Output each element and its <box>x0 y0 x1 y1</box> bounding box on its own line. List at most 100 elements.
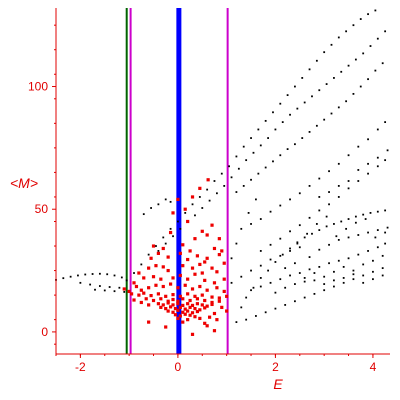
data-point <box>162 236 165 239</box>
data-point <box>347 64 350 67</box>
data-point <box>303 101 306 104</box>
data-point <box>318 248 321 251</box>
data-point <box>166 268 170 273</box>
data-point <box>259 277 262 279</box>
data-point <box>186 302 190 306</box>
data-point <box>186 257 190 262</box>
data-point <box>367 231 369 234</box>
data-point <box>337 185 340 187</box>
data-point <box>323 118 326 121</box>
data-point <box>347 180 350 182</box>
data-point <box>240 306 243 309</box>
data-point <box>259 264 262 267</box>
data-point <box>186 309 190 313</box>
data-point <box>294 283 296 285</box>
data-point <box>205 324 209 328</box>
data-point <box>333 77 335 79</box>
data-point <box>318 196 321 198</box>
data-point <box>362 274 365 277</box>
data-point <box>183 207 187 211</box>
data-point <box>191 203 194 206</box>
data-point <box>188 249 192 253</box>
data-point <box>195 302 200 306</box>
data-point <box>286 94 289 97</box>
data-point <box>264 166 267 169</box>
y-ticks: 0 50 100 <box>28 24 56 345</box>
data-point <box>188 298 192 303</box>
data-point <box>210 302 214 307</box>
data-point <box>215 270 219 274</box>
data-point <box>284 267 287 270</box>
data-point <box>359 85 362 88</box>
data-point <box>384 30 387 33</box>
data-point <box>195 254 200 258</box>
data-point <box>210 300 214 305</box>
data-point <box>367 78 369 81</box>
data-point <box>207 315 212 319</box>
data-point <box>183 283 187 287</box>
data-point <box>357 145 360 148</box>
data-point <box>183 307 187 311</box>
data-point <box>376 37 379 40</box>
data-point <box>252 286 255 289</box>
data-point <box>188 313 192 317</box>
data-point <box>216 192 218 195</box>
data-point <box>200 229 204 233</box>
data-point <box>139 300 143 305</box>
data-point <box>284 286 287 289</box>
data-point <box>161 284 165 289</box>
data-point <box>384 231 387 234</box>
data-point <box>374 69 377 72</box>
data-point <box>203 260 207 264</box>
data-point <box>376 128 379 131</box>
data-point <box>181 320 185 324</box>
data-point <box>156 302 160 306</box>
data-point <box>315 124 318 127</box>
data-point <box>303 277 306 279</box>
data-point <box>200 293 204 297</box>
data-point <box>212 329 217 333</box>
data-point <box>203 321 207 325</box>
data-point <box>354 58 357 61</box>
data-point <box>198 316 202 321</box>
data-point <box>190 311 195 315</box>
data-point <box>245 296 248 299</box>
data-point <box>203 306 207 310</box>
data-point <box>178 251 182 255</box>
data-point <box>190 303 195 308</box>
data-point <box>147 320 151 324</box>
data-point <box>279 278 282 281</box>
data-point <box>198 196 201 198</box>
data-point <box>259 250 262 252</box>
data-point <box>281 253 284 256</box>
data-point <box>217 253 221 257</box>
data-point <box>164 307 168 311</box>
data-point <box>157 203 160 206</box>
data-point <box>359 18 362 20</box>
data-point <box>210 223 214 227</box>
data-point <box>308 68 311 71</box>
data-point <box>318 229 321 231</box>
data-point <box>164 198 167 201</box>
data-point <box>384 242 387 245</box>
data-point <box>313 292 316 295</box>
data-point <box>250 289 252 292</box>
data-point <box>201 207 204 209</box>
data-point <box>294 262 296 265</box>
data-point <box>183 312 187 316</box>
data-point <box>84 273 87 276</box>
data-point <box>120 276 123 279</box>
data-point <box>279 102 282 105</box>
data-point <box>308 216 311 219</box>
data-point <box>352 278 355 281</box>
data-point <box>198 186 202 190</box>
data-point <box>186 277 190 281</box>
y-axis-label: <M> <box>10 175 38 191</box>
data-point <box>347 257 350 260</box>
data-point <box>215 286 219 290</box>
data-point <box>173 313 178 317</box>
data-point <box>269 281 272 284</box>
data-point <box>384 209 387 212</box>
data-point <box>367 172 369 175</box>
data-point <box>330 43 333 46</box>
